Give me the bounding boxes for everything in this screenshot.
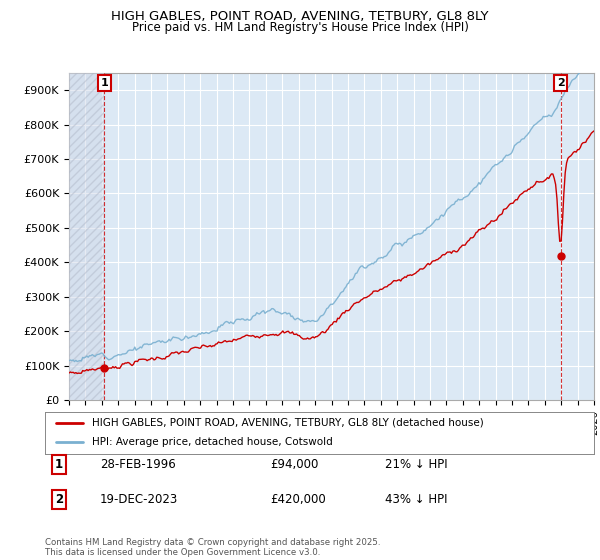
Text: £94,000: £94,000 [270, 458, 319, 472]
Text: 19-DEC-2023: 19-DEC-2023 [100, 493, 178, 506]
Text: HIGH GABLES, POINT ROAD, AVENING, TETBURY, GL8 8LY: HIGH GABLES, POINT ROAD, AVENING, TETBUR… [111, 10, 489, 23]
Text: 43% ↓ HPI: 43% ↓ HPI [385, 493, 448, 506]
Polygon shape [69, 73, 104, 400]
Text: HPI: Average price, detached house, Cotswold: HPI: Average price, detached house, Cots… [92, 437, 332, 447]
Text: 28-FEB-1996: 28-FEB-1996 [100, 458, 176, 472]
Text: £420,000: £420,000 [270, 493, 326, 506]
Text: HIGH GABLES, POINT ROAD, AVENING, TETBURY, GL8 8LY (detached house): HIGH GABLES, POINT ROAD, AVENING, TETBUR… [92, 418, 484, 428]
Text: 21% ↓ HPI: 21% ↓ HPI [385, 458, 448, 472]
Text: 2: 2 [55, 493, 63, 506]
Text: 2: 2 [557, 78, 565, 88]
Text: Contains HM Land Registry data © Crown copyright and database right 2025.
This d: Contains HM Land Registry data © Crown c… [45, 538, 380, 557]
Text: Price paid vs. HM Land Registry's House Price Index (HPI): Price paid vs. HM Land Registry's House … [131, 21, 469, 34]
Text: 1: 1 [101, 78, 109, 88]
Text: 1: 1 [55, 458, 63, 472]
